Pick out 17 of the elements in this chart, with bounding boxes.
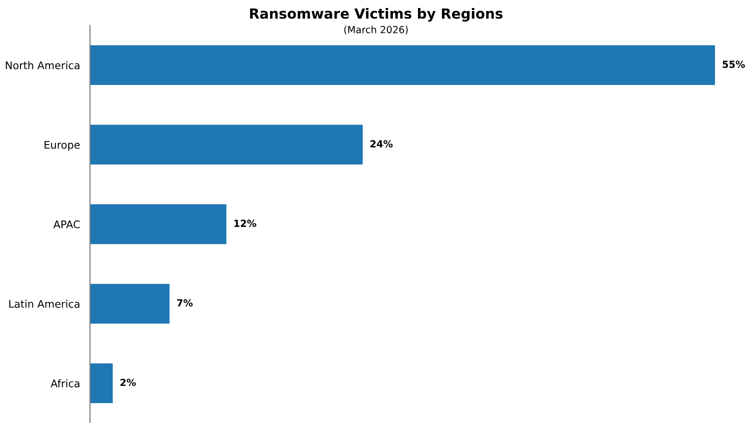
bar: [90, 284, 170, 324]
y-tick-label: Europe: [44, 141, 80, 151]
bar: [90, 124, 363, 165]
data-label: 55%: [722, 60, 745, 68]
bar: [90, 204, 226, 244]
data-label: 7%: [177, 299, 193, 307]
bar: [90, 363, 113, 404]
y-tick-label: Latin America: [9, 300, 80, 308]
chart-subtitle: (March 2026): [344, 26, 408, 34]
y-tick-label: Africa: [50, 379, 80, 388]
bar: [90, 45, 715, 86]
chart-title: Ransomware Victims by Regions: [250, 8, 503, 22]
data-label: 2%: [120, 378, 136, 386]
y-tick-label: North America: [6, 61, 80, 70]
data-label: 12%: [234, 220, 256, 228]
data-label: 24%: [370, 140, 393, 148]
y-tick-label: APAC: [53, 220, 80, 228]
